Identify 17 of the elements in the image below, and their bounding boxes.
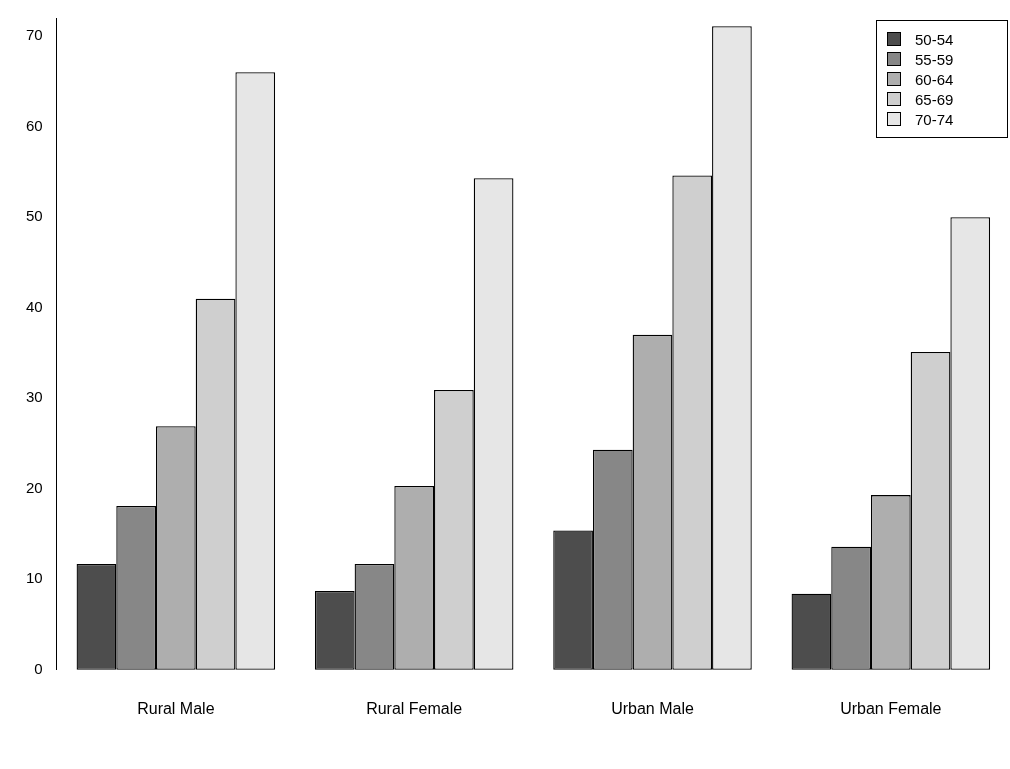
legend-label: 65-69	[915, 90, 954, 108]
legend-label: 70-74	[915, 110, 954, 128]
x-tick-label: Rural Female	[366, 699, 463, 717]
y-tick-label: 10	[26, 569, 43, 587]
y-tick-label: 0	[34, 659, 43, 677]
y-tick-label: 50	[26, 207, 43, 225]
legend-label: 55-59	[915, 50, 954, 68]
legend-label: 50-54	[915, 30, 954, 48]
y-tick-label: 20	[26, 478, 43, 496]
x-tick-label: Rural Male	[137, 699, 215, 717]
legend-label: 60-64	[915, 70, 954, 88]
x-tick-label: Urban Female	[840, 699, 942, 717]
x-tick-label: Urban Male	[611, 699, 694, 717]
y-tick-label: 70	[26, 26, 43, 44]
y-tick-label: 30	[26, 388, 43, 406]
y-tick-label: 60	[26, 116, 43, 134]
y-tick-label: 40	[26, 297, 43, 315]
